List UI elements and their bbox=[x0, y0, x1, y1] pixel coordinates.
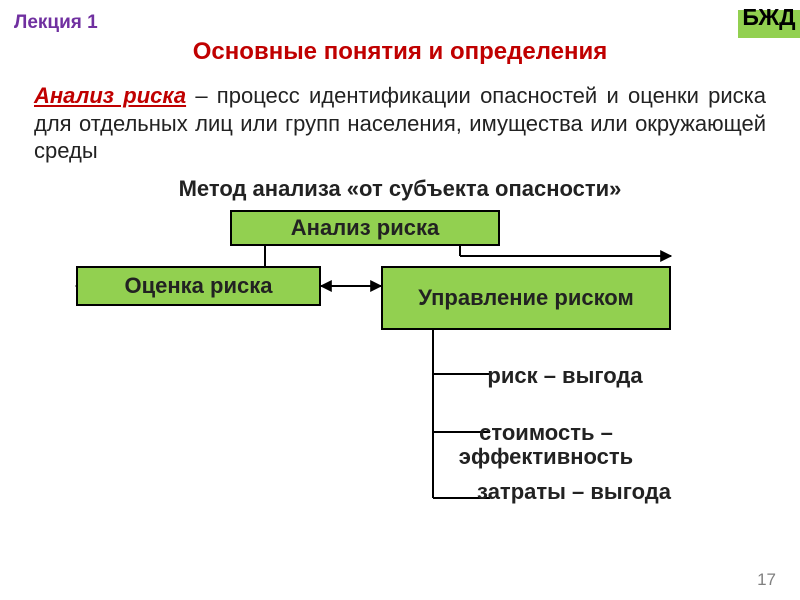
risk-diagram: Анализ риска Оценка риска Управление рис… bbox=[0, 206, 800, 566]
course-badge: БЖД bbox=[738, 2, 800, 38]
sub-risk-benefit: риск – выгода bbox=[415, 364, 715, 388]
definition-paragraph: Анализ риска – процесс идентификации опа… bbox=[34, 82, 766, 165]
sub-cost-effectiveness: стоимость – эффективность bbox=[396, 421, 696, 469]
lecture-label: Лекция 1 bbox=[14, 12, 98, 34]
badge-text: БЖД bbox=[738, 4, 800, 31]
box-assessment: Оценка риска bbox=[76, 266, 321, 306]
sub-cost-benefit: затраты – выгода bbox=[424, 480, 724, 504]
page-number: 17 bbox=[757, 570, 776, 590]
diagram-subtitle: Метод анализа «от субъекта опасности» bbox=[0, 176, 800, 202]
box-management: Управление риском bbox=[381, 266, 671, 330]
slide-title: Основные понятия и определения bbox=[0, 38, 800, 66]
header-row: Лекция 1 БЖД bbox=[0, 10, 800, 40]
box-analysis: Анализ риска bbox=[230, 210, 500, 246]
definition-term: Анализ риска bbox=[34, 83, 186, 108]
